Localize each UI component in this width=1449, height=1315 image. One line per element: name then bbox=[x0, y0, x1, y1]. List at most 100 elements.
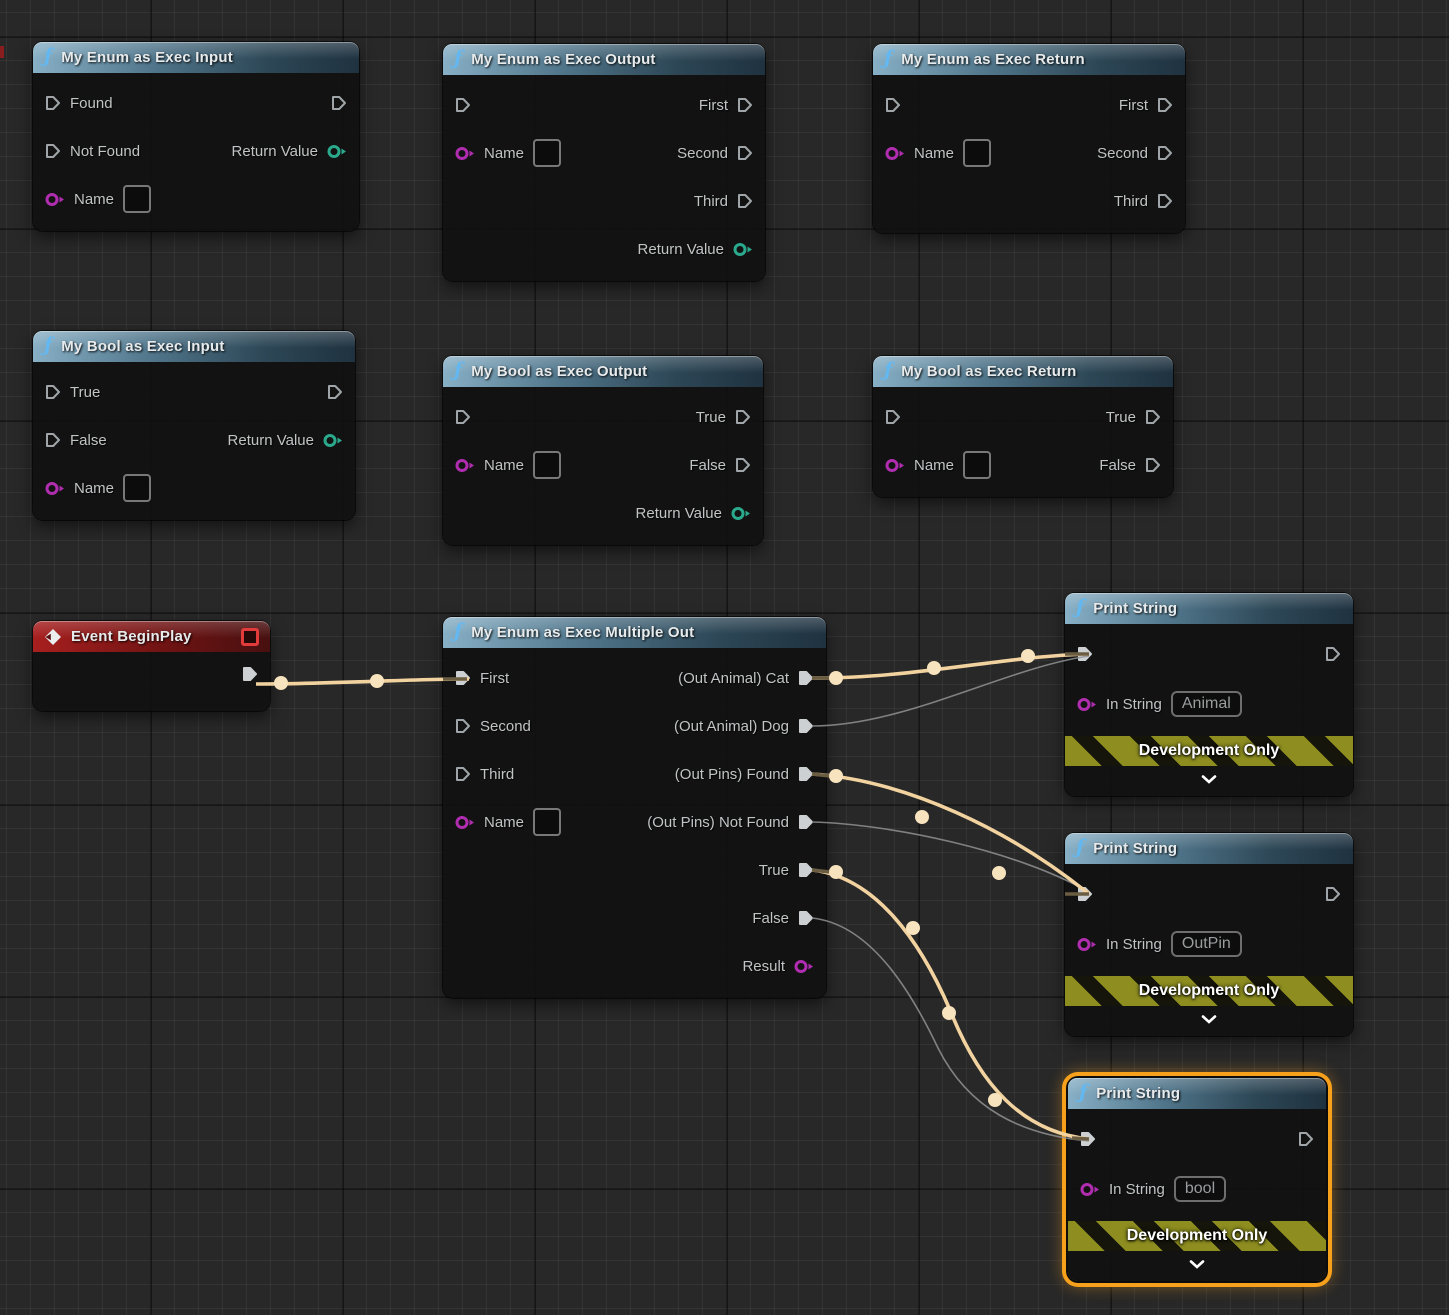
exec-pin-icon[interactable] bbox=[327, 384, 343, 400]
chevron-down-icon[interactable] bbox=[1201, 1014, 1217, 1024]
exec-pin-icon[interactable] bbox=[798, 670, 814, 686]
exec-pin-icon[interactable] bbox=[885, 97, 901, 113]
node-my-bool-as-exec-return[interactable]: ƒ My Bool as Exec Return True Name bbox=[873, 356, 1173, 497]
exec-pin-icon[interactable] bbox=[455, 718, 471, 734]
exec-pin-icon[interactable] bbox=[1157, 97, 1173, 113]
exec-pin-icon[interactable] bbox=[737, 193, 753, 209]
exec-pin-icon[interactable] bbox=[798, 766, 814, 782]
chevron-down-icon[interactable] bbox=[1201, 774, 1217, 784]
exec-pin-icon[interactable] bbox=[737, 97, 753, 113]
exec-pin-icon[interactable] bbox=[885, 409, 901, 425]
wire-false-to-print-bool[interactable] bbox=[811, 917, 1090, 1142]
exec-pin-icon[interactable] bbox=[1077, 646, 1093, 662]
node-title: Print String bbox=[1096, 1085, 1181, 1102]
node-title: My Enum as Exec Multiple Out bbox=[471, 624, 695, 641]
exec-pin-icon[interactable] bbox=[735, 409, 751, 425]
pin-label: False bbox=[752, 909, 789, 927]
exec-pin-icon[interactable] bbox=[1145, 409, 1161, 425]
exec-pin-icon[interactable] bbox=[1077, 886, 1093, 902]
exec-pin-icon[interactable] bbox=[1157, 193, 1173, 209]
exec-pin-icon[interactable] bbox=[455, 97, 471, 113]
name-value-field[interactable] bbox=[533, 451, 562, 479]
enum-pin-icon[interactable] bbox=[731, 506, 751, 521]
name-value-field[interactable] bbox=[123, 474, 152, 502]
name-value-field[interactable] bbox=[533, 808, 562, 836]
exec-pin-icon[interactable] bbox=[331, 95, 347, 111]
name-value-field[interactable] bbox=[963, 139, 992, 167]
name-pin-icon[interactable] bbox=[455, 458, 475, 473]
in-string-pin-icon[interactable] bbox=[1077, 697, 1097, 712]
exec-pin-icon[interactable] bbox=[1157, 145, 1173, 161]
exec-pin-icon[interactable] bbox=[1145, 457, 1161, 473]
node-print-string-animal[interactable]: ƒ Print String In String Animal De bbox=[1065, 593, 1353, 796]
name-pin-icon[interactable] bbox=[45, 481, 65, 496]
exec-pin-icon[interactable] bbox=[798, 718, 814, 734]
pin-label: True bbox=[758, 861, 789, 879]
exec-pin-icon[interactable] bbox=[1080, 1131, 1096, 1147]
enum-pin-icon[interactable] bbox=[733, 242, 753, 257]
node-title: My Bool as Exec Input bbox=[61, 338, 225, 355]
enum-pin-icon[interactable] bbox=[323, 433, 343, 448]
function-icon: ƒ bbox=[1076, 596, 1085, 618]
node-my-bool-as-exec-input[interactable]: ƒ My Bool as Exec Input True False Re bbox=[33, 331, 355, 520]
node-print-string-bool[interactable]: ƒ Print String In String bool Deve bbox=[1068, 1078, 1326, 1281]
exec-pin-icon[interactable] bbox=[735, 457, 751, 473]
node-title: My Bool as Exec Output bbox=[471, 363, 648, 380]
wire-cat-to-print-animal[interactable] bbox=[811, 652, 1090, 680]
node-title: My Enum as Exec Input bbox=[61, 49, 233, 66]
node-my-enum-as-exec-input[interactable]: ƒ My Enum as Exec Input Found Not Found bbox=[33, 42, 359, 231]
name-pin-icon[interactable] bbox=[455, 146, 475, 161]
name-value-field[interactable] bbox=[123, 185, 152, 213]
exec-pin-icon[interactable] bbox=[798, 910, 814, 926]
name-pin-icon[interactable] bbox=[885, 146, 905, 161]
name-pin-icon[interactable] bbox=[455, 815, 475, 830]
node-print-string-outpin[interactable]: ƒ Print String In String OutPin De bbox=[1065, 833, 1353, 1036]
wire-found-to-print-outpin[interactable] bbox=[811, 772, 1091, 896]
pin-label: Second bbox=[480, 717, 531, 735]
exec-pin-icon[interactable] bbox=[1325, 886, 1341, 902]
node-my-enum-as-exec-output[interactable]: ƒ My Enum as Exec Output First Name bbox=[443, 44, 765, 281]
exec-pin-icon[interactable] bbox=[242, 666, 258, 682]
node-my-bool-as-exec-output[interactable]: ƒ My Bool as Exec Output True Name bbox=[443, 356, 763, 545]
exec-pin-icon[interactable] bbox=[455, 766, 471, 782]
exec-pin-icon[interactable] bbox=[1298, 1131, 1314, 1147]
node-my-enum-as-exec-multiple-out[interactable]: ƒ My Enum as Exec Multiple Out First (Ou… bbox=[443, 617, 826, 998]
enum-pin-icon[interactable] bbox=[327, 144, 347, 159]
exec-pin-icon[interactable] bbox=[455, 670, 471, 686]
node-my-enum-as-exec-return[interactable]: ƒ My Enum as Exec Return First Name bbox=[873, 44, 1185, 233]
name-pin-icon[interactable] bbox=[45, 192, 65, 207]
in-string-value-field[interactable]: bool bbox=[1173, 1176, 1227, 1202]
wire-beginplay-to-first[interactable] bbox=[255, 677, 470, 686]
exec-pin-icon[interactable] bbox=[737, 145, 753, 161]
in-string-pin-icon[interactable] bbox=[1077, 937, 1097, 952]
pin-label: Return Value bbox=[231, 142, 318, 160]
in-string-value-field[interactable]: OutPin bbox=[1170, 931, 1242, 957]
exec-pin-icon[interactable] bbox=[45, 384, 61, 400]
wire-notfound-to-print-outpin[interactable] bbox=[811, 821, 1090, 893]
name-pin-icon[interactable] bbox=[885, 458, 905, 473]
exec-pin-icon[interactable] bbox=[45, 143, 61, 159]
wire-dog-to-print-animal[interactable] bbox=[811, 655, 1090, 727]
chevron-down-icon[interactable] bbox=[1189, 1259, 1205, 1269]
name-value-field[interactable] bbox=[963, 451, 992, 479]
exec-pin-icon[interactable] bbox=[45, 95, 61, 111]
node-body: In String Animal Development Only bbox=[1065, 624, 1353, 796]
pin-label: Return Value bbox=[635, 504, 722, 522]
pin-label: Not Found bbox=[70, 142, 141, 160]
exec-pin-icon[interactable] bbox=[1325, 646, 1341, 662]
exec-pin-icon[interactable] bbox=[45, 432, 61, 448]
exec-pin-icon[interactable] bbox=[455, 409, 471, 425]
name-value-field[interactable] bbox=[533, 139, 562, 167]
node-body: In String bool Development Only bbox=[1068, 1109, 1326, 1281]
development-only-banner: Development Only bbox=[1065, 736, 1353, 766]
wire-true-to-print-bool[interactable] bbox=[811, 868, 1090, 1141]
in-string-value-field[interactable]: Animal bbox=[1170, 691, 1242, 717]
exec-pin-icon[interactable] bbox=[798, 814, 814, 830]
exec-pin-icon[interactable] bbox=[798, 862, 814, 878]
node-body: True False Return Value Na bbox=[33, 362, 355, 520]
node-title: Print String bbox=[1093, 600, 1178, 617]
node-event-beginplay[interactable]: Event BeginPlay bbox=[33, 621, 270, 711]
in-string-pin-icon[interactable] bbox=[1080, 1182, 1100, 1197]
result-pin-icon[interactable] bbox=[794, 959, 814, 974]
